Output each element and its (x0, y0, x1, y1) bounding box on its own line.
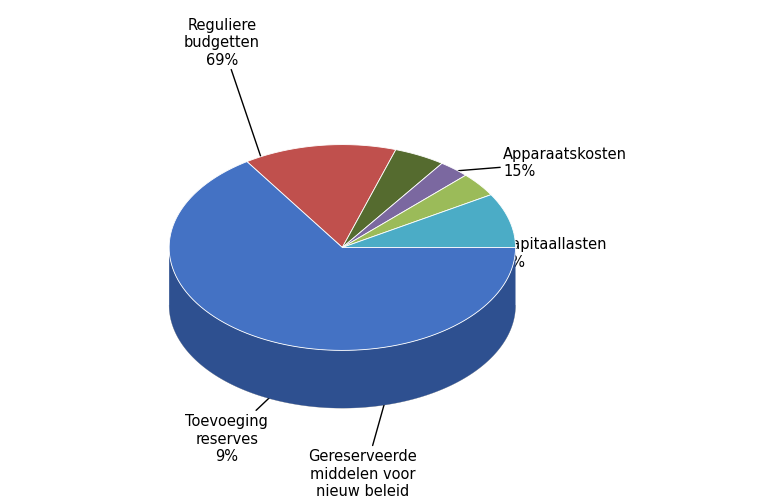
Polygon shape (343, 150, 442, 248)
Polygon shape (169, 162, 516, 351)
Polygon shape (343, 176, 491, 248)
Text: Toevoeging
reserves
9%: Toevoeging reserves 9% (186, 231, 446, 463)
Polygon shape (343, 164, 466, 248)
Text: Apparaatskosten
15%: Apparaatskosten 15% (327, 147, 627, 182)
Polygon shape (343, 195, 516, 248)
Polygon shape (169, 248, 515, 408)
Text: Kapitaallasten
5%: Kapitaallasten 5% (398, 182, 608, 269)
Polygon shape (247, 145, 396, 248)
Text: Reguliere
budgetten
69%: Reguliere budgetten 69% (184, 18, 306, 289)
Text: Gereserveerde
middelen voor
nieuw beleid
4%: Gereserveerde middelen voor nieuw beleid… (308, 203, 441, 501)
